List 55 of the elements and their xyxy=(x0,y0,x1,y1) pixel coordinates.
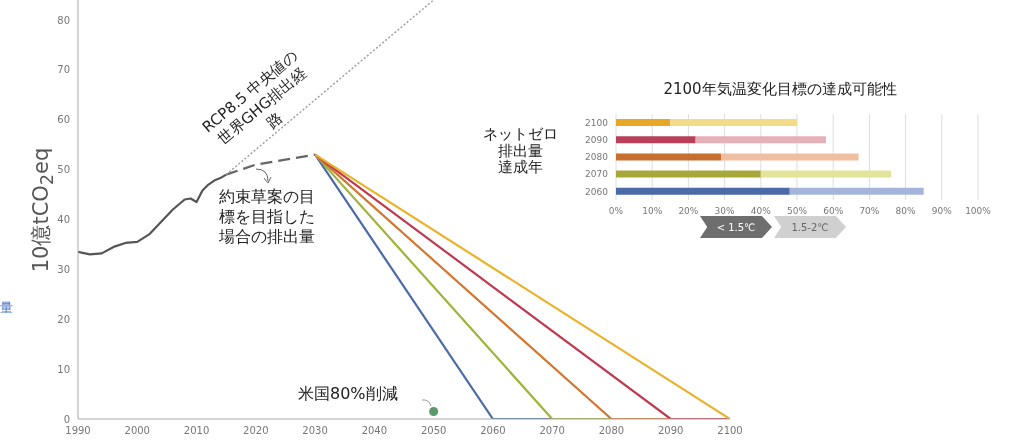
x-tick-label: 2000 xyxy=(124,425,150,437)
x-tick-label: 2090 xyxy=(658,425,684,437)
y-tick-label: 30 xyxy=(57,263,70,275)
x-tick-label: 0% xyxy=(608,206,624,217)
x-tick-label: 40% xyxy=(750,206,772,217)
text: 量 xyxy=(0,300,14,317)
x-tick-label: 2070 xyxy=(539,425,565,437)
x-tick-label: 100% xyxy=(965,206,992,217)
y-tick-label: 60 xyxy=(57,114,70,126)
bar xyxy=(760,170,892,178)
y-tick-label: 40 xyxy=(57,214,70,226)
bar xyxy=(720,153,859,161)
x-tick-label: 2020 xyxy=(243,425,269,437)
x-tick-label: 2080 xyxy=(598,425,625,437)
bar xyxy=(695,136,826,144)
x-tick-label: 2100 xyxy=(717,425,743,437)
bar xyxy=(616,170,761,178)
annotation: 米国80%削減 xyxy=(298,384,399,404)
bar xyxy=(616,119,671,126)
y-tick-label: 2060 xyxy=(585,186,609,197)
y-tick-label: 2080 xyxy=(585,152,609,163)
x-tick-label: 70% xyxy=(859,206,880,217)
bar xyxy=(616,153,721,161)
y-tick-label: 0 xyxy=(63,413,70,425)
text: 1.5-2℃ xyxy=(774,216,846,238)
bar xyxy=(616,187,790,195)
x-tick-label: 2030 xyxy=(302,425,328,437)
bar xyxy=(670,119,797,126)
x-tick-label: 10% xyxy=(642,206,663,217)
x-tick-label: 50% xyxy=(786,206,808,217)
x-tick-label: 2010 xyxy=(183,425,210,437)
bar xyxy=(789,187,924,195)
x-tick-label: 60% xyxy=(823,206,844,217)
line-series xyxy=(225,153,317,176)
annotation: 約束草案の目標を目指した場合の排出量 xyxy=(218,186,316,247)
bar xyxy=(616,136,696,144)
text: < 1.5℃ xyxy=(700,216,772,238)
y-tick-label: 2090 xyxy=(585,134,609,145)
x-tick-label: 2050 xyxy=(420,425,447,437)
y-axis-title: ネットゼロ排出量達成年 xyxy=(481,125,559,176)
x-tick-label: 90% xyxy=(931,206,953,217)
y-tick-label: 2070 xyxy=(585,169,609,180)
x-tick-label: 30% xyxy=(714,206,736,217)
y-tick-label: 70 xyxy=(57,64,70,76)
chart-title: 2100年気温変化目標の達成可能性 xyxy=(662,80,898,99)
x-tick-label: 2040 xyxy=(361,425,388,437)
y-tick-label: 80 xyxy=(57,14,70,26)
x-tick-label: 2060 xyxy=(480,425,506,437)
y-tick-label: 10 xyxy=(57,363,70,375)
x-tick-label: 1990 xyxy=(65,425,91,437)
y-tick-label: 20 xyxy=(57,313,70,325)
y-tick-label: 50 xyxy=(57,164,70,176)
y-tick-label: 2100 xyxy=(585,117,609,128)
x-tick-label: 20% xyxy=(678,206,699,217)
x-tick-label: 80% xyxy=(895,206,917,217)
